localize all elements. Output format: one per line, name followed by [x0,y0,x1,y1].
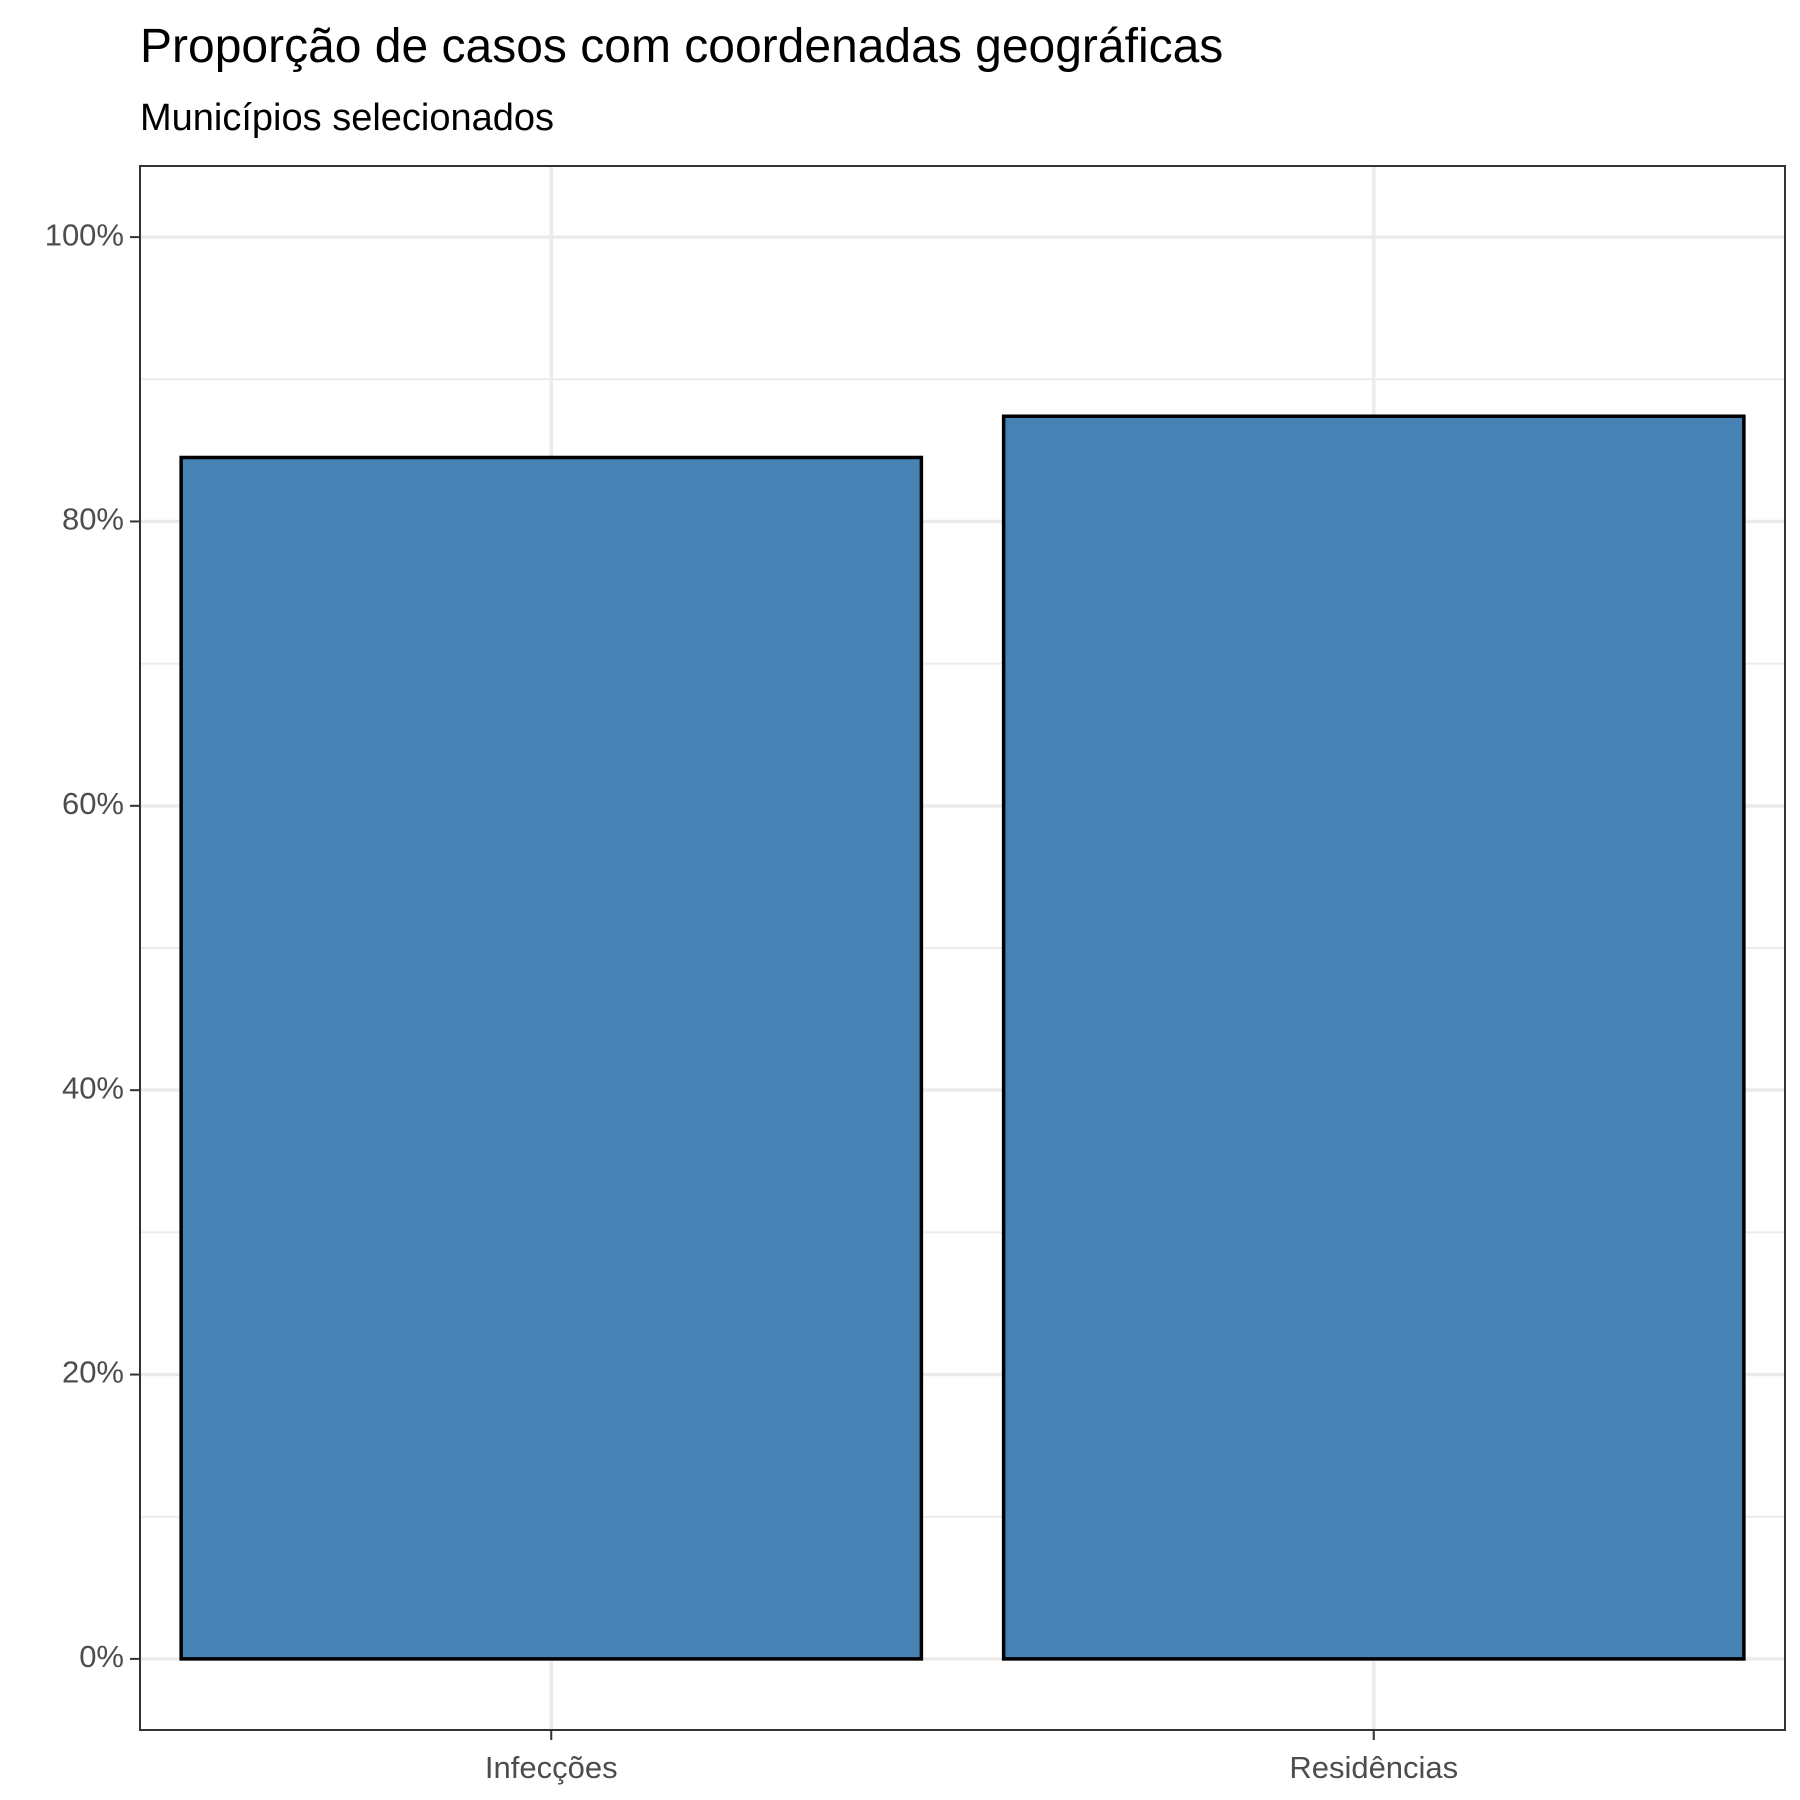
bar-2 [1004,416,1744,1659]
y-tick-label: 60% [62,786,124,821]
bar-1 [181,457,921,1658]
y-tick-label: 0% [79,1639,124,1674]
x-tick-label: Residências [1289,1750,1458,1785]
bars [181,416,1744,1659]
chart-subtitle: Municípios selecionados [140,97,554,139]
y-tick-label: 40% [62,1070,124,1105]
y-tick-label: 80% [62,502,124,537]
y-tick-label: 100% [45,217,124,252]
y-tick-label: 20% [62,1355,124,1390]
x-tick-label: Infecções [485,1750,618,1785]
chart-title: Proporção de casos com coordenadas geogr… [140,20,1223,73]
